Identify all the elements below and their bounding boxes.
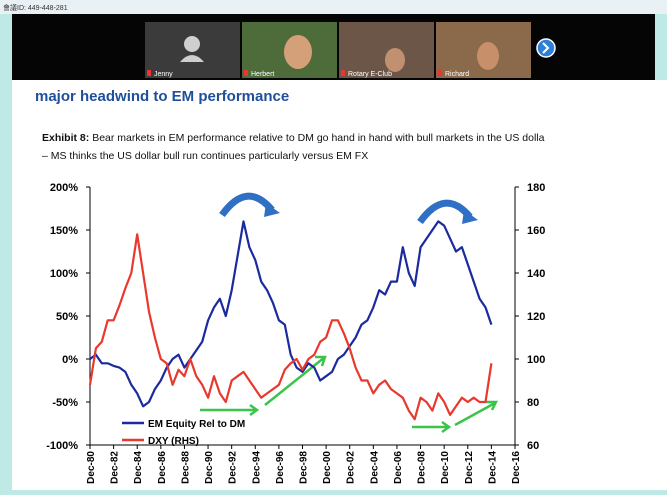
video-face: [385, 48, 405, 72]
x-tick-label: Dec-00: [322, 451, 333, 484]
y-tick-label: 200%: [50, 182, 78, 194]
legend-label: EM Equity Rel to DM: [148, 419, 245, 430]
x-tick-label: Dec-96: [275, 451, 286, 484]
y2-tick-label: 80: [527, 397, 539, 409]
y2-tick-label: 180: [527, 182, 545, 194]
x-tick-label: Dec-08: [417, 451, 428, 484]
x-tick-label: Dec-80: [86, 451, 97, 484]
meeting-id: 會議ID: 449-448-281: [3, 3, 68, 12]
mic-icon: [147, 70, 151, 76]
y2-tick-label: 140: [527, 268, 545, 280]
y-tick-label: -50%: [52, 397, 78, 409]
x-tick-label: Dec-92: [228, 451, 239, 484]
y2-tick-label: 100: [527, 354, 545, 366]
next-button[interactable]: [537, 39, 555, 57]
page: 會議ID: 449-448-281 Jenny Herbert Rotary E-C…: [0, 0, 667, 490]
x-tick-label: Dec-14: [487, 451, 498, 484]
x-tick-label: Dec-10: [440, 451, 451, 484]
x-tick-label: Dec-88: [180, 451, 191, 484]
x-tick-label: Dec-86: [157, 451, 168, 484]
y2-tick-label: 160: [527, 225, 545, 237]
exhibit-text: Bear markets in EM performance relative …: [92, 132, 544, 144]
x-tick-label: Dec-98: [299, 451, 310, 484]
x-tick-label: Dec-06: [393, 451, 404, 484]
y-tick-label: 0%: [62, 354, 78, 366]
exhibit-text: – MS thinks the US dollar bull run conti…: [42, 150, 368, 162]
y2-tick-label: 60: [527, 440, 539, 452]
participant-name: Rotary E-Club: [348, 71, 392, 78]
x-tick-label: Dec-02: [346, 451, 357, 484]
video-tile: [339, 22, 434, 78]
x-tick-label: Dec-94: [251, 451, 262, 484]
mic-icon: [341, 70, 345, 76]
participant-name: Jenny: [154, 71, 173, 78]
x-tick-label: Dec-12: [464, 451, 475, 484]
y-tick-label: 150%: [50, 225, 78, 237]
x-tick-label: Dec-90: [204, 451, 215, 484]
participant-name: Richard: [445, 71, 469, 78]
title-bar: [0, 0, 667, 14]
exhibit-label: Exhibit 8:: [42, 132, 89, 144]
x-tick-label: Dec-84: [133, 451, 144, 484]
video-face: [477, 42, 499, 70]
x-tick-label: Dec-04: [369, 451, 380, 484]
legend-label: DXY (RHS): [148, 436, 199, 447]
mic-icon: [244, 70, 248, 76]
participant-name: Herbert: [251, 71, 274, 78]
y-tick-label: 100%: [50, 268, 78, 280]
avatar-head: [184, 36, 200, 52]
y2-tick-label: 120: [527, 311, 545, 323]
screen: 會議ID: 449-448-281 Jenny Herbert Rotary E-C…: [0, 0, 667, 490]
x-tick-label: Dec-16: [511, 451, 522, 484]
video-face: [284, 35, 312, 69]
slide-heading: major headwind to EM performance: [35, 88, 289, 105]
x-tick-label: Dec-82: [110, 451, 121, 484]
y-tick-label: 50%: [56, 311, 78, 323]
y-tick-label: -100%: [46, 440, 78, 452]
mic-icon: [438, 70, 442, 76]
exhibit-caption: Exhibit 8: Bear markets in EM performanc…: [42, 132, 545, 144]
